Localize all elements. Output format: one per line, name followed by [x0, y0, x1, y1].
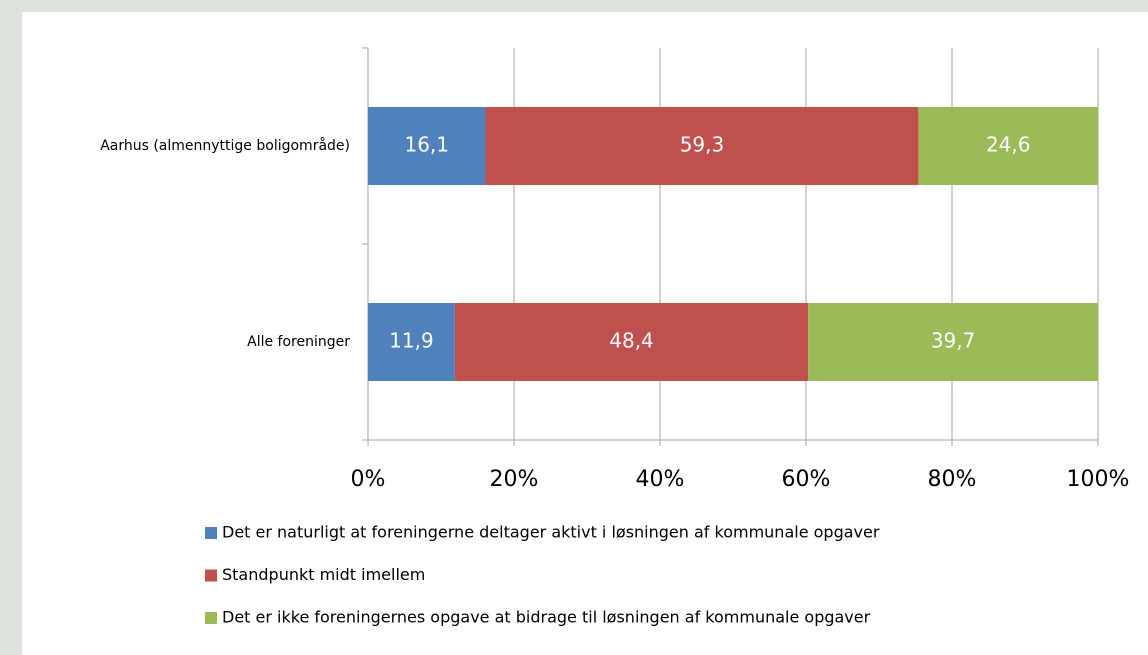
legend-label: Standpunkt midt imellem	[222, 565, 425, 584]
data-label: 16,1	[404, 133, 449, 157]
x-tick-label: 0%	[351, 467, 386, 492]
x-tick-label: 40%	[636, 467, 685, 492]
x-tick-label: 80%	[928, 467, 977, 492]
legend-swatch	[205, 569, 217, 582]
data-label: 11,9	[389, 329, 434, 353]
data-label: 59,3	[680, 133, 725, 157]
y-tick-label: Alle foreninger	[247, 334, 350, 350]
legend-swatch	[205, 527, 217, 539]
legend-label: Det er ikke foreningernes opgave at bidr…	[222, 608, 871, 627]
legend-swatch	[205, 612, 217, 624]
x-tick-label: 100%	[1067, 467, 1130, 492]
bar-segment	[808, 303, 1098, 381]
x-tick-label: 20%	[490, 467, 539, 492]
data-label: 39,7	[931, 329, 976, 353]
bar-segment	[918, 107, 1098, 185]
bar-segment	[368, 107, 486, 185]
data-label: 48,4	[609, 329, 654, 353]
x-tick-label: 60%	[782, 467, 831, 492]
y-tick-label: Aarhus (almennyttige boligområde)	[100, 137, 350, 154]
legend-label: Det er naturligt at foreningerne deltage…	[222, 523, 880, 542]
bar-segment	[485, 107, 919, 185]
bar-segment	[368, 303, 455, 381]
bar-segment	[454, 303, 809, 381]
data-label: 24,6	[986, 133, 1031, 157]
